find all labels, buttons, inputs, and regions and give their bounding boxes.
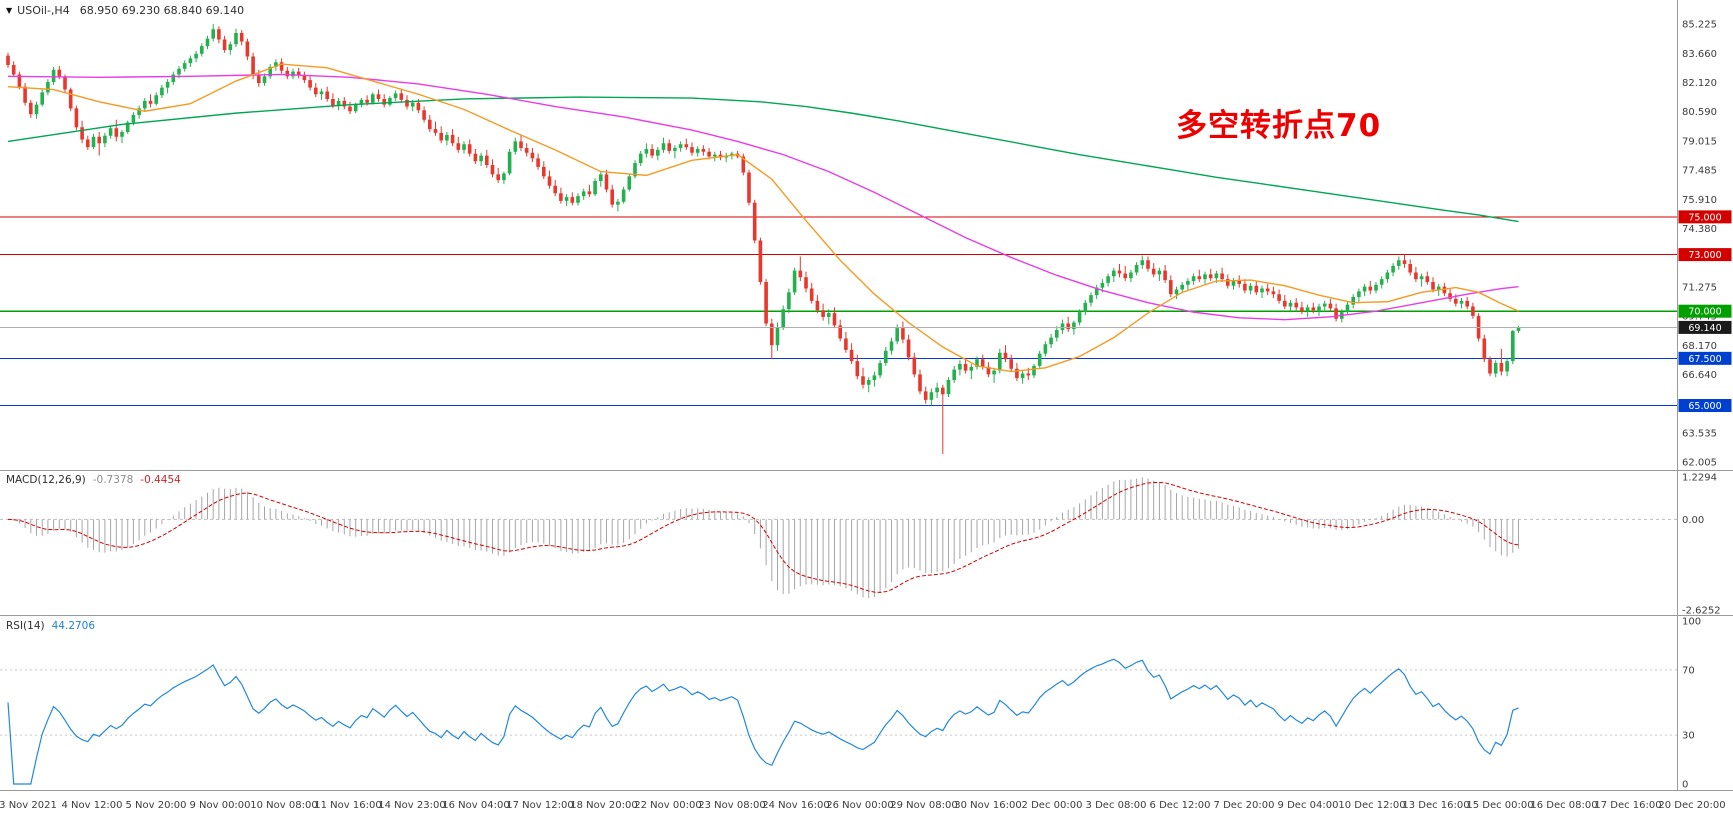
axis-tick-label: 79.015 <box>1682 137 1717 148</box>
rsi-pane[interactable]: 100 70 30 0 <box>0 617 1701 791</box>
macd-pane[interactable]: 1.2294 0.00 -2.6252 <box>0 473 1721 617</box>
axis-tick-label: -2.6252 <box>1682 606 1721 617</box>
rsi-value: 44.2706 <box>51 620 96 632</box>
time-axis-label[interactable]: 13 Dec 16:00 <box>1402 800 1469 811</box>
price-badge <box>1678 399 1732 413</box>
axis-tick-label: 82.120 <box>1682 78 1717 89</box>
axis-tick-label: 75.910 <box>1682 195 1717 206</box>
axis-tick-label: 71.275 <box>1682 283 1717 294</box>
rsi-indicator-label: RSI(14) 44.2706 <box>6 620 95 632</box>
axis-tick-label: 69.140 <box>1688 323 1721 334</box>
price-badge <box>1678 248 1732 262</box>
axis-tick-label: 80.590 <box>1682 107 1717 118</box>
time-axis-label[interactable]: 26 Nov 00:00 <box>826 800 893 811</box>
symbol-ohlc-label: ▼ USOil-,H4 68.950 69.230 68.840 69.140 <box>6 4 244 17</box>
main-price-pane[interactable] <box>0 24 1677 454</box>
price-badge <box>1678 304 1732 318</box>
axis-tick-label: 85.225 <box>1682 20 1717 31</box>
time-axis-label[interactable]: 29 Nov 08:00 <box>890 800 957 811</box>
bear-candle-bodies <box>6 29 1504 400</box>
axis-tick-label: 1.2294 <box>1682 473 1717 484</box>
axis-tick-label: 0 <box>1682 780 1688 791</box>
price-badge <box>1678 351 1732 365</box>
time-axis-label[interactable]: 10 Dec 12:00 <box>1338 800 1405 811</box>
time-axis-label[interactable]: 14 Nov 23:00 <box>378 800 445 811</box>
ma-fast-orange <box>7 63 1519 373</box>
time-axis-label[interactable]: 9 Dec 04:00 <box>1278 800 1339 811</box>
time-axis-label[interactable]: 7 Dec 20:00 <box>1214 800 1275 811</box>
price-badge <box>1678 320 1732 334</box>
time-axis-label[interactable]: 17 Dec 16:00 <box>1594 800 1661 811</box>
time-axis-label[interactable]: 16 Dec 08:00 <box>1530 800 1597 811</box>
macd-value-signal: -0.4454 <box>140 474 181 486</box>
macd-histogram <box>13 477 1519 598</box>
rsi-name: RSI(14) <box>6 620 45 632</box>
time-axis-label[interactable]: 18 Nov 20:00 <box>570 800 637 811</box>
axis-tick-label: 66.640 <box>1682 370 1717 381</box>
axis-tick-label: 74.380 <box>1682 224 1717 235</box>
axis-tick-label: 83.660 <box>1682 49 1717 60</box>
axis-tick-label: 70.000 <box>1688 307 1721 318</box>
time-axis-label[interactable]: 20 Dec 20:00 <box>1658 800 1725 811</box>
axis-tick-label: 75.000 <box>1688 212 1721 223</box>
time-axis-label[interactable]: 9 Nov 00:00 <box>189 800 250 811</box>
macd-name: MACD(12,26,9) <box>6 474 86 486</box>
axis-tick-label: 68.170 <box>1682 341 1717 352</box>
macd-signal-line <box>7 481 1519 593</box>
axis-tick-label: 73.000 <box>1688 250 1721 261</box>
pane-separators <box>0 0 1733 791</box>
macd-value-main: -0.7378 <box>92 474 134 486</box>
price-scale[interactable]: 85.225 83.660 82.120 80.590 79.015 77.485 75.9… <box>1678 20 1732 469</box>
ohlc-values: 68.950 69.230 68.840 69.140 <box>79 4 245 17</box>
time-axis-label[interactable]: 2 Dec 00:00 <box>1022 800 1083 811</box>
axis-tick-label: 62.005 <box>1682 458 1717 469</box>
time-axis-label[interactable]: 3 Nov 2021 <box>0 800 57 811</box>
axis-tick-label: 30 <box>1682 731 1695 742</box>
time-axis-label[interactable]: 17 Nov 12:00 <box>506 800 573 811</box>
time-axis-label[interactable]: 30 Nov 16:00 <box>954 800 1021 811</box>
axis-tick-label: 100 <box>1682 617 1701 628</box>
chart-annotation: 多空转折点70 <box>1176 108 1382 144</box>
axis-tick-label: 65.000 <box>1688 401 1721 412</box>
axis-tick-label: 67.500 <box>1688 354 1721 365</box>
time-axis-label[interactable]: 4 Nov 12:00 <box>61 800 122 811</box>
price-badge <box>1678 210 1732 224</box>
time-axis-label[interactable]: 11 Nov 16:00 <box>314 800 381 811</box>
time-axis-label[interactable]: 10 Nov 08:00 <box>250 800 317 811</box>
bull-candle-bodies <box>34 29 1521 400</box>
time-axis-label[interactable]: 22 Nov 00:00 <box>634 800 701 811</box>
time-axis-label[interactable]: 5 Nov 20:00 <box>125 800 186 811</box>
time-axis-label[interactable]: 24 Nov 16:00 <box>762 800 829 811</box>
ma-slow-green <box>7 96 1519 223</box>
time-axis-label[interactable]: 23 Nov 08:00 <box>698 800 765 811</box>
axis-tick-label: 70 <box>1682 665 1695 676</box>
time-axis-label[interactable]: 3 Dec 08:00 <box>1086 800 1147 811</box>
axis-tick-label: 0.00 <box>1682 515 1704 526</box>
macd-indicator-label: MACD(12,26,9) -0.7378 -0.4454 <box>6 474 181 486</box>
axis-tick-label: 63.535 <box>1682 429 1717 440</box>
time-axis[interactable]: 3 Nov 2021 4 Nov 12:00 5 Nov 20:00 9 Nov 00… <box>0 800 1726 811</box>
dropdown-arrow-icon[interactable]: ▼ <box>6 6 13 15</box>
rsi-line <box>7 658 1519 785</box>
symbol-period-label: USOil-,H4 <box>17 4 70 17</box>
time-axis-label[interactable]: 15 Dec 00:00 <box>1466 800 1533 811</box>
time-axis-label[interactable]: 6 Dec 12:00 <box>1150 800 1211 811</box>
ma-mid-magenta <box>7 73 1519 321</box>
axis-tick-label: 77.485 <box>1682 166 1717 177</box>
time-axis-label[interactable]: 16 Nov 04:00 <box>442 800 509 811</box>
